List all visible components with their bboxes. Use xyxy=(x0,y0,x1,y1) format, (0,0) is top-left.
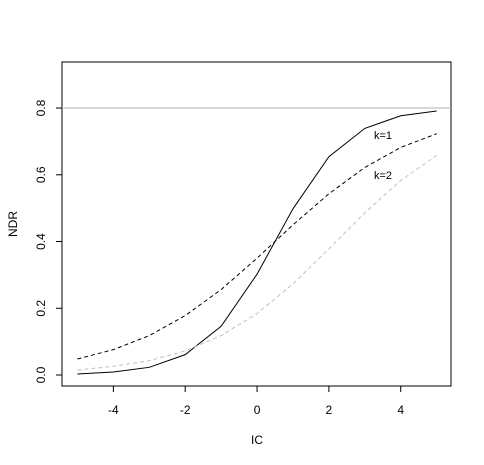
x-tick-label: 2 xyxy=(326,403,333,417)
x-tick-label: 0 xyxy=(254,403,261,417)
annotation: k=1 xyxy=(374,130,392,142)
line-series xyxy=(77,133,437,360)
plot-frame xyxy=(61,61,452,387)
x-tick-label: -4 xyxy=(108,403,119,417)
y-tick-label: 0.2 xyxy=(34,300,48,317)
y-tick-label: 0.4 xyxy=(34,233,48,250)
y-axis-label: NDR xyxy=(6,211,20,237)
line-series xyxy=(77,155,437,371)
y-tick-label: 0.0 xyxy=(34,366,48,383)
x-tick-label: 4 xyxy=(397,403,404,417)
y-tick-label: 0.6 xyxy=(34,166,48,183)
x-axis-label: IC xyxy=(251,433,263,447)
y-tick-label: 0.8 xyxy=(34,99,48,116)
annotation: k=2 xyxy=(374,170,392,182)
x-tick-label: -2 xyxy=(180,403,191,417)
line-series xyxy=(77,110,437,375)
